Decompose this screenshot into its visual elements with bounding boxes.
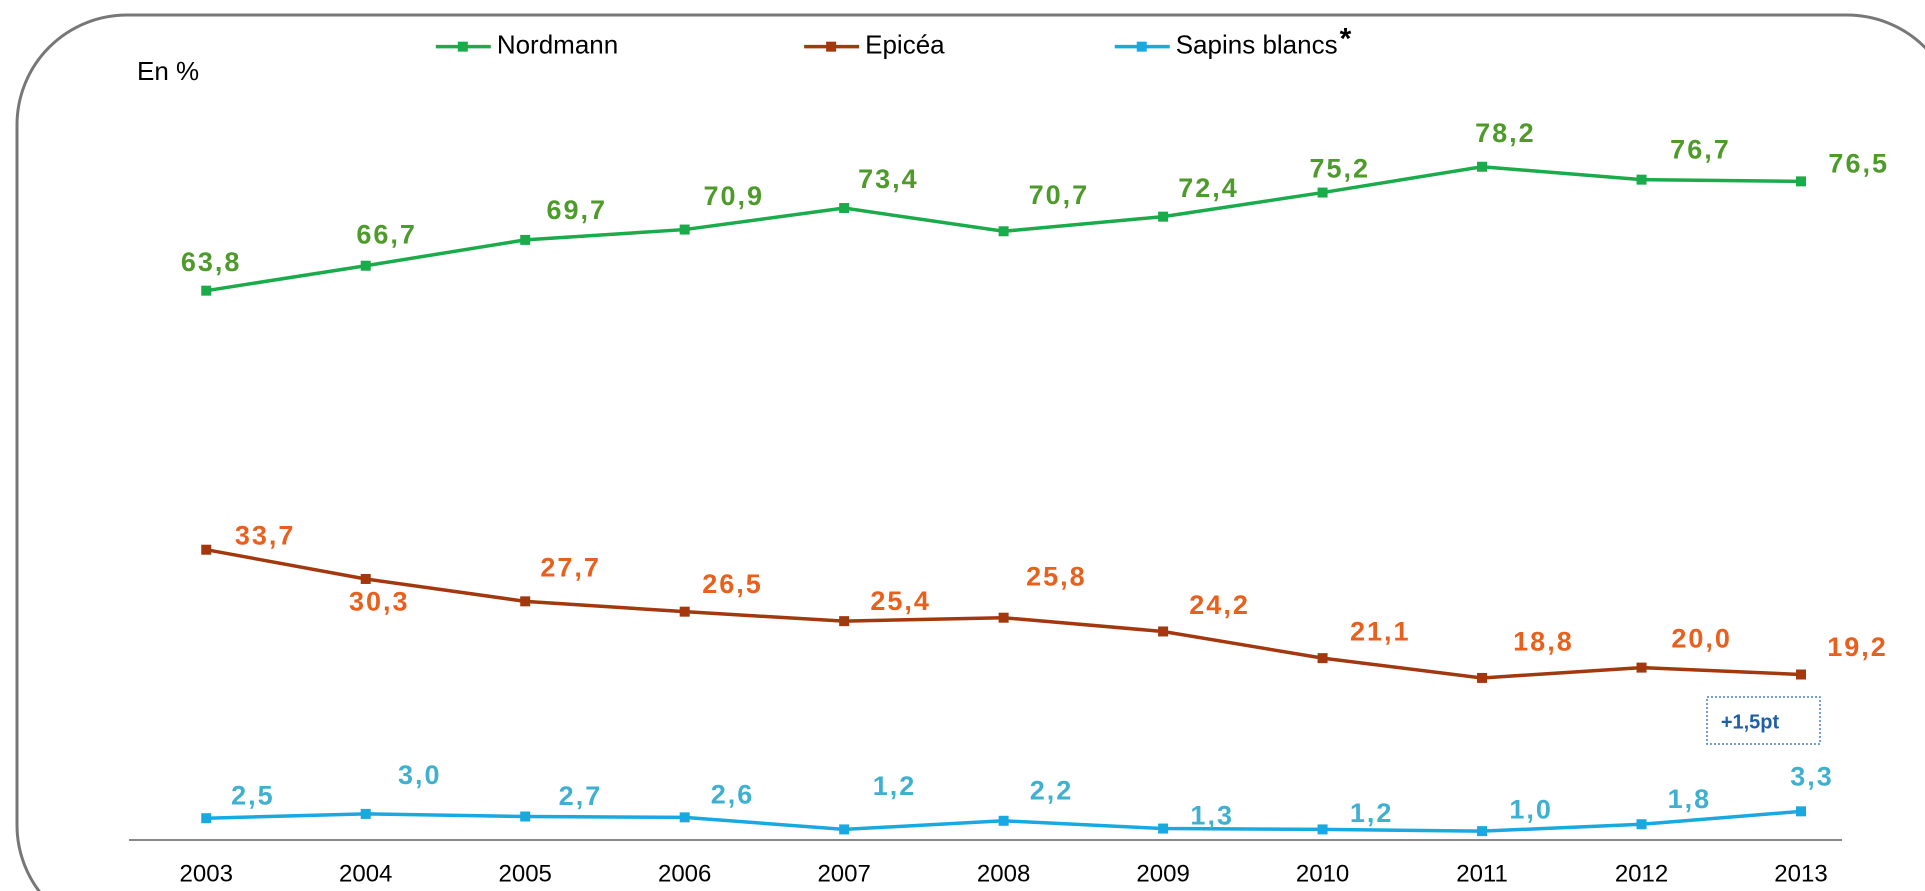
- data-point: [998, 226, 1009, 237]
- data-point: [1796, 806, 1807, 817]
- data-point: [520, 234, 531, 245]
- data-label: 30,3: [349, 587, 410, 617]
- x-tick-label: 2004: [339, 860, 392, 887]
- legend-marker: [826, 41, 837, 52]
- data-point: [1317, 653, 1328, 664]
- data-point: [1158, 626, 1169, 637]
- x-tick-label: 2006: [658, 860, 711, 887]
- data-label: 33,7: [235, 521, 296, 551]
- legend-label: Epicéa: [865, 30, 945, 60]
- data-point: [1636, 819, 1647, 830]
- data-label: 1,3: [1190, 801, 1234, 831]
- data-point: [1477, 672, 1488, 683]
- data-label: 66,7: [356, 219, 417, 249]
- x-tick-label: 2007: [817, 860, 870, 887]
- data-point: [201, 285, 212, 296]
- data-label: 1,2: [873, 771, 917, 801]
- data-point: [520, 811, 531, 822]
- data-point: [679, 606, 690, 617]
- data-point: [1158, 823, 1169, 834]
- data-point: [998, 612, 1009, 623]
- data-label: 1,0: [1509, 795, 1553, 825]
- data-label: 70,7: [1029, 180, 1090, 210]
- data-label: 24,2: [1189, 590, 1250, 620]
- data-point: [1158, 211, 1169, 222]
- x-tick-label: 2005: [499, 860, 552, 887]
- data-label: 75,2: [1309, 154, 1370, 184]
- x-tick-label: 2009: [1136, 860, 1189, 887]
- data-label: 76,5: [1828, 149, 1889, 179]
- x-tick-label: 2010: [1296, 860, 1349, 887]
- data-label: 26,5: [702, 569, 763, 599]
- x-tick-label: 2012: [1615, 860, 1668, 887]
- data-label: 1,2: [1350, 798, 1394, 828]
- legend-label: Sapins blancs: [1176, 30, 1338, 60]
- data-point: [839, 616, 850, 627]
- legend-marker: [457, 41, 468, 52]
- x-tick-label: 2008: [977, 860, 1030, 887]
- data-point: [520, 596, 531, 607]
- data-point: [679, 224, 690, 235]
- data-label: 69,7: [546, 195, 607, 225]
- data-point: [201, 544, 212, 555]
- data-point: [1636, 662, 1647, 673]
- data-point: [1636, 174, 1647, 185]
- data-label: 3,0: [398, 760, 442, 790]
- data-label: 20,0: [1671, 624, 1732, 654]
- data-label: 1,8: [1668, 784, 1712, 814]
- x-tick-label: 2003: [180, 860, 233, 887]
- data-point: [360, 260, 371, 271]
- data-label: 25,8: [1026, 562, 1087, 592]
- data-label: 2,2: [1030, 776, 1074, 806]
- data-label: 27,7: [540, 553, 601, 583]
- data-label: 18,8: [1513, 627, 1574, 657]
- annotation: +1,5pt: [1721, 711, 1780, 733]
- data-label: 2,6: [711, 780, 755, 810]
- data-point: [679, 812, 690, 823]
- data-point: [360, 808, 371, 819]
- data-point: [998, 815, 1009, 826]
- data-point: [1796, 669, 1807, 680]
- data-label: 2,5: [231, 780, 275, 810]
- data-label: 72,4: [1178, 173, 1239, 203]
- x-tick-label: 2011: [1456, 860, 1508, 887]
- legend-label: Nordmann: [497, 30, 618, 60]
- annotation-box: [1706, 696, 1821, 745]
- data-label: 78,2: [1475, 118, 1536, 148]
- data-point: [839, 203, 850, 214]
- data-label: 19,2: [1827, 632, 1888, 662]
- data-point: [839, 824, 850, 835]
- data-label: 2,7: [559, 781, 603, 811]
- frame: [15, 13, 1925, 891]
- data-point: [1317, 187, 1328, 198]
- data-label: 73,4: [858, 164, 919, 194]
- data-label: 76,7: [1670, 135, 1731, 165]
- data-point: [360, 573, 371, 584]
- legend-note: *: [1340, 23, 1352, 56]
- data-point: [1477, 826, 1488, 837]
- data-label: 25,4: [870, 586, 931, 616]
- data-label: 3,3: [1790, 761, 1834, 791]
- y-axis-label: En %: [137, 56, 199, 86]
- data-point: [1796, 176, 1807, 187]
- x-tick-label: 2013: [1774, 860, 1827, 887]
- data-label: 21,1: [1350, 617, 1411, 647]
- data-label: 63,8: [181, 247, 242, 277]
- data-label: 70,9: [704, 181, 765, 211]
- data-point: [1317, 824, 1328, 835]
- legend-marker: [1136, 41, 1147, 52]
- data-point: [1477, 161, 1488, 172]
- data-point: [201, 813, 212, 824]
